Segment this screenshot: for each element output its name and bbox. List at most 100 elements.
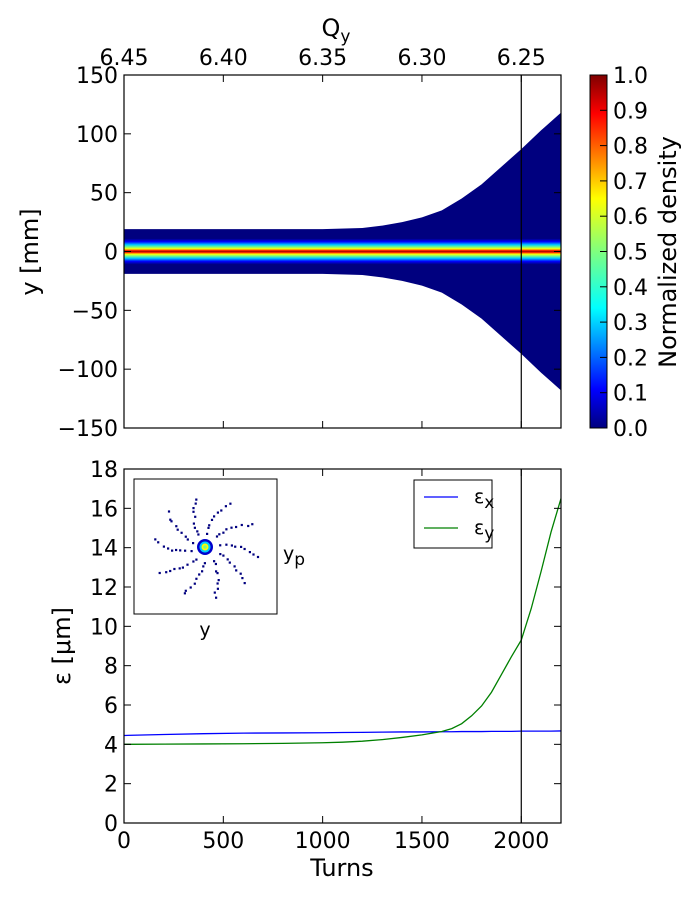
inset-point: [181, 566, 184, 569]
colorbar-tick-label: 1.0: [613, 64, 648, 89]
y-tick-label: 16: [90, 497, 118, 522]
colorbar-ticks: 0.0 0.1 0.2 0.3 0.4 0.5 0.6 0.7 0.8 0.9 1.0: [600, 64, 648, 442]
inset-point: [235, 569, 238, 572]
bottom-x-ticks: 0 500 1000 1500 2000: [117, 469, 549, 854]
top-ylabel: y [mm]: [16, 208, 44, 295]
inset-point: [220, 509, 223, 512]
inset-point: [213, 515, 216, 518]
inset-point: [196, 530, 199, 533]
x-tick-label: 500: [202, 829, 244, 854]
inset-point: [195, 498, 198, 501]
colorbar-tick-label: 0.4: [613, 276, 648, 301]
inset-point: [170, 520, 173, 523]
inset-point: [195, 577, 198, 580]
series-line-epsilon-x: [124, 730, 561, 737]
inset-xlabel: y: [199, 619, 210, 641]
inset-point: [240, 523, 243, 527]
inset-point: [194, 502, 197, 505]
q-tick-label: 6.25: [497, 46, 546, 71]
y-tick-label: −50: [72, 299, 118, 324]
inset-point: [233, 565, 236, 568]
top-q-ticks: 6.45 6.40 6.35 6.30 6.25: [100, 46, 546, 428]
inset-point: [222, 554, 225, 557]
colorbar-tick-label: 0.9: [613, 99, 648, 124]
inset-point: [179, 549, 182, 552]
inset-point: [194, 515, 197, 518]
inset-point: [239, 572, 242, 575]
bottom-frame: [123, 468, 562, 824]
inset-point: [197, 533, 200, 536]
inset-point: [169, 518, 172, 521]
colorbar-tick-label: 0.8: [613, 135, 648, 160]
inset-point: [216, 572, 219, 575]
legend-label-epsilon-x: εx: [474, 486, 494, 513]
inset-point: [208, 524, 211, 527]
q-tick-label: 6.30: [397, 46, 446, 71]
inset-point: [216, 511, 219, 514]
inset-point: [219, 553, 222, 556]
inset-point: [207, 526, 210, 529]
inset-point: [167, 547, 170, 550]
inset-point: [248, 551, 251, 554]
inset-point: [154, 538, 157, 541]
inset-point: [180, 531, 183, 534]
inset-point: [190, 550, 193, 553]
inset-point: [225, 528, 228, 531]
bottom-xlabel: Turns: [309, 854, 373, 882]
inset-point: [192, 510, 195, 513]
y-tick-label: 0: [104, 812, 118, 837]
inset-point: [184, 535, 187, 538]
colorbar-tick-label: 0.0: [613, 417, 648, 442]
colorbar-tick-label: 0.1: [613, 382, 648, 407]
inset-ylabel: yp: [283, 543, 305, 570]
colorbar-tick-label: 0.2: [613, 346, 648, 371]
inset-point: [193, 582, 196, 585]
inset-point: [189, 586, 192, 589]
inset-point: [192, 542, 195, 545]
inset-point: [183, 592, 186, 595]
inset-point: [157, 541, 160, 544]
inset-point: [193, 526, 196, 529]
inset-point: [251, 523, 254, 526]
q-tick-label: 6.40: [199, 46, 248, 71]
inset-point: [252, 553, 255, 556]
inset-point: [186, 563, 189, 566]
legend: εx εy: [413, 479, 494, 549]
inset-point: [229, 502, 232, 505]
x-tick-label: 1000: [295, 829, 351, 854]
y-tick-label: 100: [76, 123, 118, 148]
inset-scatter: [154, 498, 260, 599]
inset-point: [217, 579, 220, 582]
inset-point: [243, 547, 246, 551]
inset-point: [162, 545, 165, 548]
inset-point: [216, 582, 219, 585]
inset-point: [216, 587, 219, 590]
top-y-ticks: 150 100 50 0 −50 −100 −150: [58, 64, 561, 442]
q-tick-label: 6.35: [298, 46, 347, 71]
inset-point: [201, 570, 204, 573]
inset-point: [175, 548, 178, 552]
inset-point: [215, 570, 218, 573]
inset-point: [210, 518, 214, 521]
top-qlabel: Qy: [322, 14, 351, 47]
inset-point: [241, 577, 244, 580]
y-tick-label: 50: [90, 182, 118, 207]
inset-point: [256, 555, 260, 559]
y-tick-label: −100: [58, 358, 118, 383]
inset-point: [176, 528, 179, 531]
inset-point: [230, 544, 233, 547]
colorbar-tick-label: 0.3: [613, 311, 648, 336]
colorbar-label: Normalized density: [654, 136, 682, 368]
y-tick-label: 18: [90, 458, 118, 483]
y-tick-label: 0: [104, 241, 118, 266]
x-tick-label: 1500: [394, 829, 450, 854]
density-heatmap-panel: 150 100 50 0 −50 −100 −150 6.45 6.40 6.35 6.30 6.2…: [16, 14, 562, 442]
inset-point: [192, 522, 195, 525]
inset-core-center: [203, 545, 207, 549]
series-line-epsilon-y: [124, 498, 561, 745]
inset-point: [219, 544, 222, 547]
q-tick-label: 6.45: [100, 46, 149, 71]
inset-point: [202, 565, 205, 568]
inset-point: [184, 549, 187, 552]
inset-point: [192, 560, 195, 563]
